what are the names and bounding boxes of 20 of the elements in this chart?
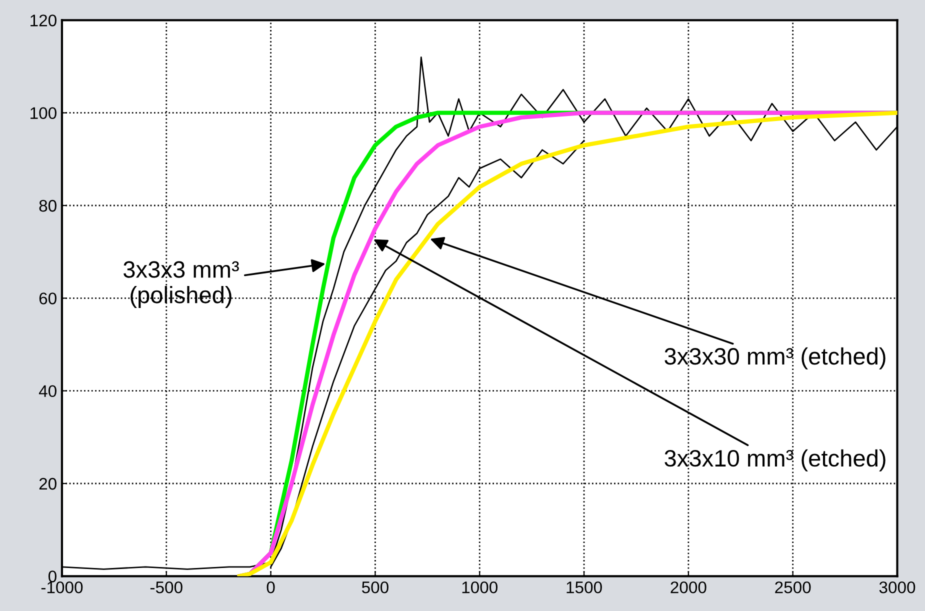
annotation: 3x3x10 mm³ (etched) — [664, 449, 886, 472]
x-tick-label: 3000 — [879, 581, 916, 594]
y-tick-label: 60 — [39, 292, 56, 304]
y-tick-label: 40 — [38, 385, 56, 398]
line-series — [237, 110, 898, 576]
y-tick-label: 80 — [39, 200, 56, 212]
x-tick-label: 2000 — [670, 581, 706, 594]
x-tick-label: 0 — [266, 581, 275, 594]
x-tick-label: -1000 — [41, 581, 83, 594]
x-tick-label: -500 — [150, 581, 182, 594]
y-tick-label: 0 — [48, 570, 56, 582]
x-tick-label: 1000 — [462, 581, 498, 594]
x-tick-label: 1500 — [566, 581, 602, 594]
annotation: 3x3x3 mm³ (polished) — [124, 261, 239, 308]
annotation: 3x3x30 mm³ (etched) — [664, 347, 886, 370]
y-tick-label: 120 — [30, 14, 56, 26]
y-tick-label: 100 — [30, 107, 56, 120]
x-tick-label: 500 — [362, 581, 388, 594]
x-tick-label: 2500 — [775, 581, 811, 594]
y-tick-label: 20 — [39, 478, 56, 490]
